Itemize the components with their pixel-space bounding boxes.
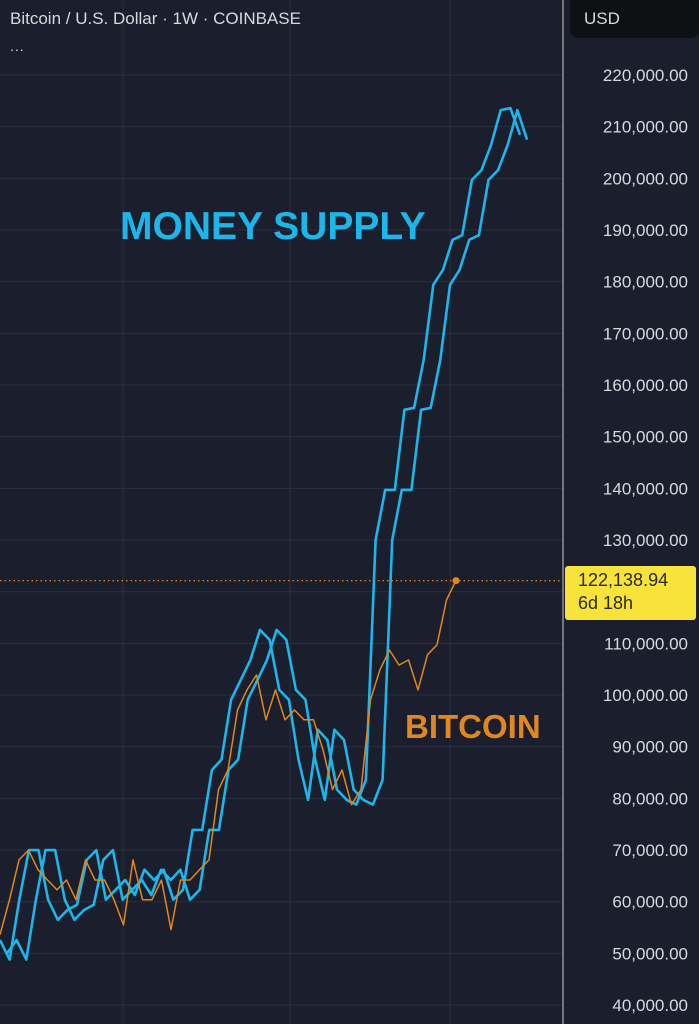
money-supply-annotation: MONEY SUPPLY: [120, 205, 426, 248]
y-tick-label: 160,000.00: [603, 376, 688, 395]
y-tick-label: 100,000.00: [603, 686, 688, 705]
y-tick-label: 140,000.00: [603, 479, 688, 498]
y-tick-label: 210,000.00: [603, 118, 688, 137]
last-price-label: 122,138.94 6d 18h: [565, 566, 696, 620]
y-tick-label: 190,000.00: [603, 221, 688, 240]
y-tick-label: 50,000.00: [612, 944, 688, 963]
currency-button[interactable]: USD: [570, 0, 699, 38]
y-tick-label: 200,000.00: [603, 169, 688, 188]
last-price-value: 122,138.94: [578, 570, 669, 590]
y-tick-label: 170,000.00: [603, 324, 688, 343]
y-tick-label: 150,000.00: [603, 428, 688, 447]
bitcoin-annotation: BITCOIN: [405, 708, 541, 745]
symbol-title[interactable]: Bitcoin / U.S. Dollar · 1W · COINBASE: [10, 9, 301, 28]
y-tick-label: 80,000.00: [612, 789, 688, 808]
y-tick-label: 40,000.00: [612, 996, 688, 1015]
money-supply-line: [0, 106, 522, 961]
y-tick-label: 220,000.00: [603, 66, 688, 85]
y-tick-label: 60,000.00: [612, 893, 688, 912]
last-price-dot: [452, 577, 460, 585]
y-tick-label: 130,000.00: [603, 531, 688, 550]
more-button[interactable]: ...: [10, 38, 25, 54]
y-tick-label: 90,000.00: [612, 738, 688, 757]
bitcoin-line: [0, 580, 457, 935]
y-tick-label: 180,000.00: [603, 273, 688, 292]
bar-countdown: 6d 18h: [578, 593, 634, 613]
y-tick-label: 110,000.00: [604, 634, 688, 653]
y-tick-label: 70,000.00: [612, 841, 688, 860]
